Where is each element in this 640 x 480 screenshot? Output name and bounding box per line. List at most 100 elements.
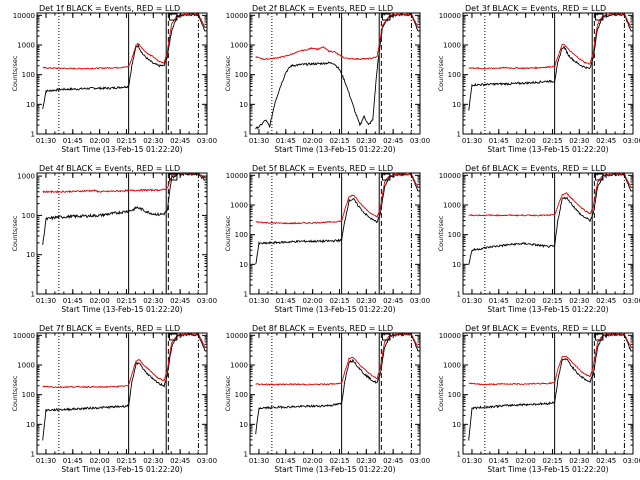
x-tick-label: 02:45 bbox=[596, 297, 616, 305]
y-axis-label: Counts/sec bbox=[224, 375, 232, 411]
x-tick-label: 01:45 bbox=[489, 457, 509, 465]
panel-title: Det 8f BLACK = Events, RED = LLD bbox=[252, 324, 393, 333]
y-tick-label: 100 bbox=[22, 212, 35, 220]
panel-det-8: Det 8f BLACK = Events, RED = LLD 1 10 100 10… bbox=[224, 324, 430, 474]
panel-title: Det 5f BLACK = Events, RED = LLD bbox=[252, 164, 393, 173]
x-tick-label: 03:00 bbox=[197, 297, 217, 305]
x-tick-label: 01:45 bbox=[489, 297, 509, 305]
events-series bbox=[255, 333, 419, 435]
x-tick-label: 02:45 bbox=[383, 457, 403, 465]
y-tick-label: 100 bbox=[448, 391, 461, 399]
panel-title: Det 1f BLACK = Events, RED = LLD bbox=[39, 4, 180, 13]
plot-frame bbox=[36, 12, 208, 135]
panel-title: Det 3f BLACK = Events, RED = LLD bbox=[465, 4, 606, 13]
x-tick-label: 02:30 bbox=[569, 297, 589, 305]
x-tick-label: 02:15 bbox=[542, 457, 562, 465]
y-tick-label: 10 bbox=[239, 261, 248, 269]
y-tick-label: 1 bbox=[244, 131, 248, 139]
panel-det-3: Det 3f BLACK = Events, RED = LLD 1 10 100 10… bbox=[437, 4, 640, 154]
x-tick-label: 01:45 bbox=[63, 457, 83, 465]
flare-box-marker bbox=[594, 13, 604, 21]
panel-det-7: Det 7f BLACK = Events, RED = LLD 1 10 100 10… bbox=[11, 324, 217, 474]
events-series bbox=[42, 173, 206, 245]
x-axis-label: Start Time (13-Feb-15 01:22:20) bbox=[274, 465, 395, 474]
y-tick-label: 100 bbox=[235, 231, 248, 239]
y-axis-label: Counts/sec bbox=[437, 215, 445, 251]
x-tick-label: 01:45 bbox=[63, 297, 83, 305]
y-tick-label: 10 bbox=[26, 251, 35, 259]
flare-box-marker bbox=[168, 173, 178, 181]
y-tick-label: 1 bbox=[457, 131, 461, 139]
plot-frame bbox=[249, 12, 421, 135]
y-tick-label: 10000 bbox=[439, 172, 461, 180]
x-tick-label: 02:45 bbox=[596, 137, 616, 145]
y-tick-label: 1000 bbox=[230, 42, 248, 50]
x-tick-label: 02:15 bbox=[116, 457, 136, 465]
x-tick-label: 02:30 bbox=[143, 137, 163, 145]
y-tick-label: 10000 bbox=[226, 12, 248, 20]
y-tick-label: 100 bbox=[448, 71, 461, 79]
y-tick-label: 10000 bbox=[13, 12, 35, 20]
lld-series bbox=[42, 173, 206, 194]
x-tick-label: 02:30 bbox=[356, 137, 376, 145]
y-tick-label: 1000 bbox=[17, 362, 35, 370]
lld-series bbox=[468, 13, 632, 70]
events-series bbox=[255, 13, 419, 130]
y-tick-label: 10 bbox=[452, 261, 461, 269]
panel-title: Det 9f BLACK = Events, RED = LLD bbox=[465, 324, 606, 333]
y-axis-label: Counts/sec bbox=[11, 55, 19, 91]
x-tick-label: 01:30 bbox=[36, 137, 56, 145]
lld-series bbox=[42, 13, 206, 70]
panel-det-4: Det 4f BLACK = Events, RED = LLD 1 10 100 10… bbox=[11, 164, 217, 314]
events-series bbox=[468, 13, 632, 111]
y-axis-label: Counts/sec bbox=[437, 55, 445, 91]
y-tick-label: 100 bbox=[22, 391, 35, 399]
x-tick-label: 01:30 bbox=[249, 457, 269, 465]
flare-box-marker bbox=[168, 13, 178, 21]
y-tick-label: 1000 bbox=[230, 362, 248, 370]
panel-det-6: Det 6f BLACK = Events, RED = LLD 1 10 100 10… bbox=[437, 164, 640, 314]
x-axis-label: Start Time (13-Feb-15 01:22:20) bbox=[61, 305, 182, 314]
y-tick-label: 10 bbox=[452, 101, 461, 109]
x-tick-label: 02:30 bbox=[569, 457, 589, 465]
x-tick-label: 02:00 bbox=[303, 457, 323, 465]
x-tick-label: 01:30 bbox=[462, 137, 482, 145]
x-tick-label: 01:30 bbox=[249, 137, 269, 145]
lld-series bbox=[42, 333, 206, 389]
y-tick-label: 10 bbox=[26, 101, 35, 109]
y-tick-label: 1 bbox=[31, 451, 35, 459]
x-tick-label: 02:00 bbox=[303, 137, 323, 145]
x-tick-label: 01:30 bbox=[36, 297, 56, 305]
x-axis-label: Start Time (13-Feb-15 01:22:20) bbox=[487, 145, 608, 154]
x-tick-label: 02:15 bbox=[329, 137, 349, 145]
events-series bbox=[255, 173, 419, 265]
flare-box-marker bbox=[381, 13, 391, 21]
y-tick-label: 100 bbox=[235, 391, 248, 399]
flare-box-marker bbox=[594, 173, 604, 181]
plot-frame bbox=[36, 332, 208, 455]
plot-frame bbox=[249, 172, 421, 295]
x-tick-label: 03:00 bbox=[623, 457, 640, 465]
x-tick-label: 01:45 bbox=[276, 137, 296, 145]
x-tick-label: 02:30 bbox=[143, 297, 163, 305]
x-tick-label: 02:30 bbox=[356, 297, 376, 305]
x-tick-label: 02:15 bbox=[542, 137, 562, 145]
y-tick-label: 10000 bbox=[439, 12, 461, 20]
y-axis-label: Counts/sec bbox=[11, 215, 19, 251]
y-tick-label: 1 bbox=[31, 131, 35, 139]
plot-frame bbox=[462, 332, 634, 455]
events-series bbox=[42, 13, 206, 110]
x-axis-label: Start Time (13-Feb-15 01:22:20) bbox=[61, 465, 182, 474]
panel-title: Det 7f BLACK = Events, RED = LLD bbox=[39, 324, 180, 333]
x-axis-label: Start Time (13-Feb-15 01:22:20) bbox=[274, 305, 395, 314]
flare-box-marker bbox=[381, 173, 391, 181]
x-tick-label: 02:00 bbox=[90, 297, 110, 305]
flare-box-marker bbox=[381, 333, 391, 341]
x-tick-label: 02:15 bbox=[116, 137, 136, 145]
x-tick-label: 01:30 bbox=[462, 297, 482, 305]
lld-series bbox=[255, 333, 419, 386]
x-tick-label: 03:00 bbox=[623, 297, 640, 305]
y-tick-label: 1000 bbox=[443, 42, 461, 50]
y-tick-label: 10000 bbox=[439, 332, 461, 340]
